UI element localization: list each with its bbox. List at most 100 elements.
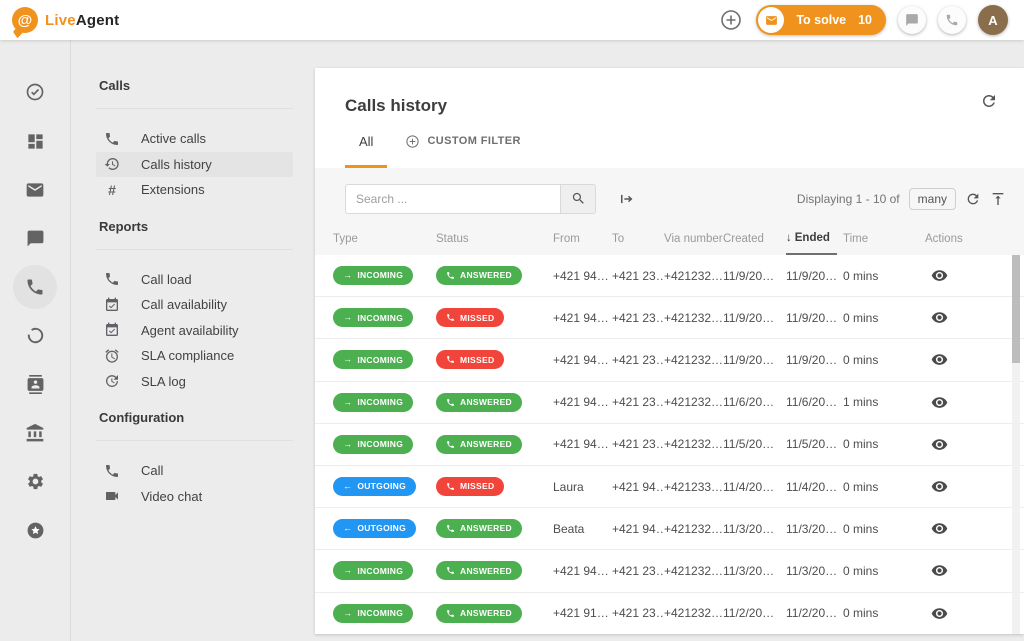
to-solve-button[interactable]: To solve 10 <box>756 5 886 35</box>
col-from[interactable]: From <box>553 233 580 245</box>
from-cell: Laura <box>553 479 584 494</box>
liveagent-logo[interactable]: @ LiveAgent <box>0 7 119 33</box>
view-call-icon[interactable] <box>931 267 948 284</box>
col-to[interactable]: To <box>612 233 625 245</box>
table-row[interactable]: → INCOMING ANSWERED +421 94… +421 23… +42… <box>315 381 1024 424</box>
from-cell: +421 94… <box>553 563 609 578</box>
created-cell: 11/3/20… <box>723 563 775 578</box>
col-status[interactable]: Status <box>436 233 469 245</box>
tab-all[interactable]: All <box>345 114 388 168</box>
view-call-icon[interactable] <box>931 309 948 326</box>
ended-cell: 11/2/20… <box>786 606 838 621</box>
from-cell: Beata <box>553 521 585 536</box>
nav-item-sla-compliance[interactable]: SLA compliance <box>96 343 293 369</box>
sidebar-item-calls[interactable] <box>0 263 70 312</box>
nav-item-extensions[interactable]: # Extensions <box>96 177 293 203</box>
col-type[interactable]: Type <box>333 233 358 245</box>
search-button[interactable] <box>560 183 596 214</box>
direction-arrow-icon: → <box>343 354 353 365</box>
sidebar-item-contacts[interactable] <box>0 360 70 409</box>
call-status-badge: ANSWERED <box>436 266 522 286</box>
call-status-badge: ANSWERED <box>436 561 522 581</box>
refresh-icon[interactable] <box>965 191 981 207</box>
scroll-to-top-icon[interactable] <box>990 191 1006 207</box>
phone-icon <box>446 566 455 575</box>
nav-item-call-config[interactable]: Call <box>96 458 293 484</box>
gear-icon <box>26 472 45 491</box>
avatar[interactable]: A <box>978 5 1008 35</box>
nav-section-calls: Calls <box>99 78 131 93</box>
view-call-icon[interactable] <box>931 520 948 537</box>
from-cell: +421 94… <box>553 310 609 325</box>
time-cell: 0 mins <box>843 521 879 536</box>
phone-icon <box>104 271 120 287</box>
logo-text: LiveAgent <box>45 11 120 29</box>
sidebar-item-check-circle[interactable] <box>0 68 70 117</box>
clock-log-icon <box>104 373 120 389</box>
phone-icon <box>446 398 455 407</box>
nav-item-call-availability[interactable]: Call availability <box>96 292 293 318</box>
contact-card-icon <box>26 375 45 394</box>
phone-icon <box>446 440 455 449</box>
search-input[interactable] <box>345 183 560 214</box>
table-row[interactable]: ← OUTGOING ANSWERED Beata +421 94… +42123… <box>315 508 1024 551</box>
forward-filter-icon[interactable] <box>618 190 636 208</box>
view-call-icon[interactable] <box>931 436 948 453</box>
table-row[interactable]: → INCOMING ANSWERED +421 91… +421 23… +42… <box>315 592 1024 634</box>
col-actions: Actions <box>925 233 963 245</box>
table-row[interactable]: ← OUTGOING MISSED Laura +421 94… +421233…… <box>315 465 1024 509</box>
logo-bubble-icon: @ <box>12 7 38 33</box>
table-toolbar-area: Displaying 1 - 10 of many Type Status Fr… <box>315 168 1024 255</box>
sidebar-item-progress[interactable] <box>0 311 70 360</box>
sidebar-item-chats[interactable] <box>0 214 70 263</box>
call-type-badge: → INCOMING <box>333 266 414 286</box>
add-button[interactable] <box>718 7 744 33</box>
table-row[interactable]: → INCOMING ANSWERED +421 94… +421 23… +42… <box>315 550 1024 593</box>
via-number-cell: +421232… <box>664 310 723 325</box>
col-time[interactable]: Time <box>843 233 869 245</box>
sidebar-item-star[interactable] <box>0 506 70 555</box>
sidebar-item-bank[interactable] <box>0 409 70 458</box>
sidebar-item-settings[interactable] <box>0 458 70 507</box>
scrollbar-thumb[interactable] <box>1012 255 1020 363</box>
phone-icon <box>446 355 455 364</box>
table-row[interactable]: → INCOMING ANSWERED +421 94… +421 23… +42… <box>315 255 1024 298</box>
chats-button[interactable] <box>898 6 926 34</box>
check-circle-icon <box>25 82 45 102</box>
nav-item-agent-availability[interactable]: Agent availability <box>96 318 293 344</box>
col-created[interactable]: Created <box>723 233 764 245</box>
table-row[interactable]: → INCOMING MISSED +421 94… +421 23… +4212… <box>315 297 1024 340</box>
tab-bar: All CUSTOM FILTER <box>315 114 1024 168</box>
phone-icon <box>945 13 959 27</box>
count-chip[interactable]: many <box>908 187 956 210</box>
nav-item-video-chat[interactable]: Video chat <box>96 484 293 510</box>
col-ended-sorted[interactable]: ↓ Ended <box>786 223 837 255</box>
sidebar-item-tickets[interactable] <box>0 165 70 214</box>
view-call-icon[interactable] <box>931 562 948 579</box>
phone-icon <box>446 271 455 280</box>
nav-item-call-load[interactable]: Call load <box>96 267 293 293</box>
nav-item-calls-history[interactable]: Calls history <box>96 151 293 177</box>
nav-panel: Calls Active calls Calls history # Exten… <box>72 40 315 641</box>
nav-item-sla-log[interactable]: SLA log <box>96 369 293 395</box>
view-call-icon[interactable] <box>931 605 948 622</box>
table-scrollbar[interactable] <box>1012 255 1020 634</box>
view-call-icon[interactable] <box>931 394 948 411</box>
table-row[interactable]: → INCOMING MISSED +421 94… +421 23… +4212… <box>315 339 1024 382</box>
call-status-badge: MISSED <box>436 308 505 328</box>
via-number-cell: +421232… <box>664 563 723 578</box>
to-cell: +421 23… <box>612 563 664 578</box>
tab-custom-filter[interactable]: CUSTOM FILTER <box>405 114 520 168</box>
col-via-number[interactable]: Via number <box>664 233 723 245</box>
calls-button[interactable] <box>938 6 966 34</box>
alarm-icon <box>104 348 120 364</box>
nav-item-active-calls[interactable]: Active calls <box>96 126 293 152</box>
view-call-icon[interactable] <box>931 478 948 495</box>
via-number-cell: +421232… <box>664 395 723 410</box>
view-call-icon[interactable] <box>931 351 948 368</box>
via-number-cell: +421232… <box>664 521 723 536</box>
table-row[interactable]: → INCOMING ANSWERED +421 94… +421 23… +42… <box>315 423 1024 466</box>
calendar-check-icon <box>104 322 120 338</box>
refresh-icon[interactable] <box>980 92 998 110</box>
sidebar-item-dashboard[interactable] <box>0 117 70 166</box>
